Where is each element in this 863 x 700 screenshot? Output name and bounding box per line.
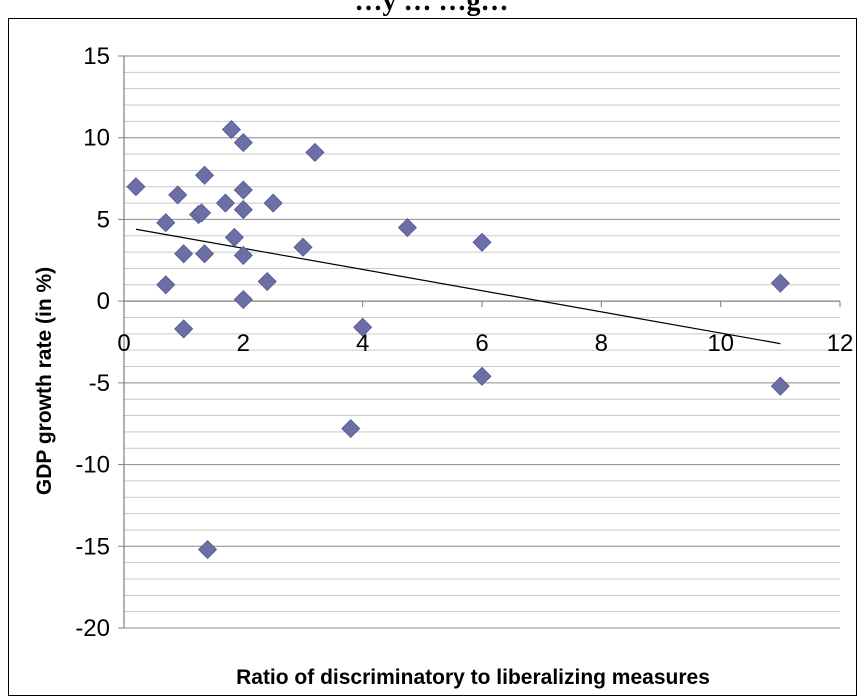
x-tick-label: 2: [237, 330, 250, 357]
data-point: [156, 275, 176, 295]
data-point: [770, 273, 790, 293]
data-point: [233, 289, 253, 310]
y-tick-label: 10: [83, 125, 110, 152]
data-point: [194, 244, 215, 264]
minor-gridlines: [124, 71, 840, 613]
y-tick-label: 5: [97, 206, 110, 233]
y-axis-title: GDP growth rate (in %): [33, 267, 56, 495]
data-point: [233, 200, 253, 220]
data-point: [233, 180, 253, 200]
data-point: [221, 119, 241, 140]
data-point: [197, 539, 218, 560]
data-point: [397, 218, 417, 238]
major-gridlines: [124, 55, 840, 629]
data-point: [174, 244, 194, 264]
x-tick-label: 0: [117, 330, 130, 357]
data-point: [233, 133, 253, 153]
x-tick-label: 4: [356, 330, 369, 357]
data-point: [305, 142, 325, 162]
trendline: [135, 228, 781, 345]
data-point: [156, 213, 176, 233]
y-tick-label: -5: [89, 370, 110, 397]
y-tick-label: -10: [75, 452, 110, 479]
y-tick-label: -20: [75, 615, 110, 642]
data-point: [224, 227, 244, 247]
x-tick-label: 6: [475, 330, 488, 357]
y-tick-labels: -20 -15 -10 -5 0 5 10 15: [75, 43, 124, 642]
data-point: [215, 193, 235, 213]
data-point: [257, 271, 277, 292]
data-point: [168, 185, 188, 205]
data-point: [126, 177, 146, 197]
y-tick-label: 0: [97, 288, 110, 315]
data-point: [770, 376, 790, 396]
data-point: [472, 232, 492, 252]
x-tick-label: 8: [595, 330, 608, 357]
chart-frame: [8, 18, 857, 696]
y-tick-label: 15: [83, 43, 110, 70]
data-point: [353, 317, 373, 337]
data-point: [233, 245, 253, 265]
data-point: [192, 203, 212, 223]
x-axis-title: Ratio of discriminatory to liberalizing …: [236, 666, 710, 689]
data-points: [126, 119, 790, 560]
data-point: [341, 419, 361, 439]
data-point: [194, 165, 215, 185]
data-point: [263, 193, 283, 213]
y-tick-label: -15: [75, 533, 110, 560]
data-point: [472, 366, 492, 386]
page-title: …y … …g…: [354, 0, 509, 17]
x-tick-labels: 0 2 4 6 8 10 12: [117, 301, 853, 357]
x-tick-label: 12: [827, 330, 854, 357]
data-point: [174, 319, 194, 339]
data-point: [293, 237, 313, 257]
